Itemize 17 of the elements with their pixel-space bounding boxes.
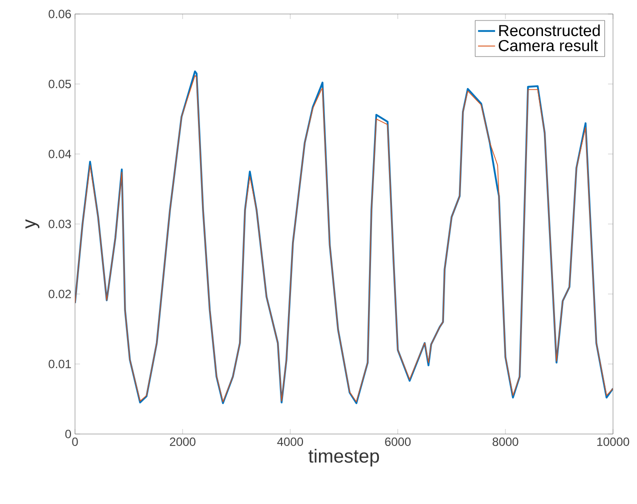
y-tick-label: 0.01 bbox=[48, 360, 71, 368]
x-tick-label: 10000 bbox=[597, 438, 630, 446]
legend-label: Reconstructed bbox=[499, 24, 600, 36]
y-tick-label: 0 bbox=[65, 430, 72, 438]
x-tick-label: 2000 bbox=[170, 438, 196, 446]
y-tick-label: 0.06 bbox=[48, 10, 71, 18]
x-tick-label: 6000 bbox=[385, 438, 411, 446]
x-axis-title: timestep bbox=[308, 448, 379, 466]
y-tick-label: 0.04 bbox=[48, 150, 72, 158]
y-axis-title: y bbox=[25, 219, 40, 229]
y-tick-label: 0.03 bbox=[48, 220, 71, 228]
legend-label: Camera result bbox=[498, 40, 598, 52]
y-tick-label: 0.02 bbox=[48, 290, 71, 298]
y-tick-label: 0.05 bbox=[48, 80, 71, 88]
x-tick-label: 4000 bbox=[277, 438, 304, 446]
x-tick-label: 0 bbox=[72, 438, 78, 446]
x-tick-label: 8000 bbox=[492, 438, 518, 446]
